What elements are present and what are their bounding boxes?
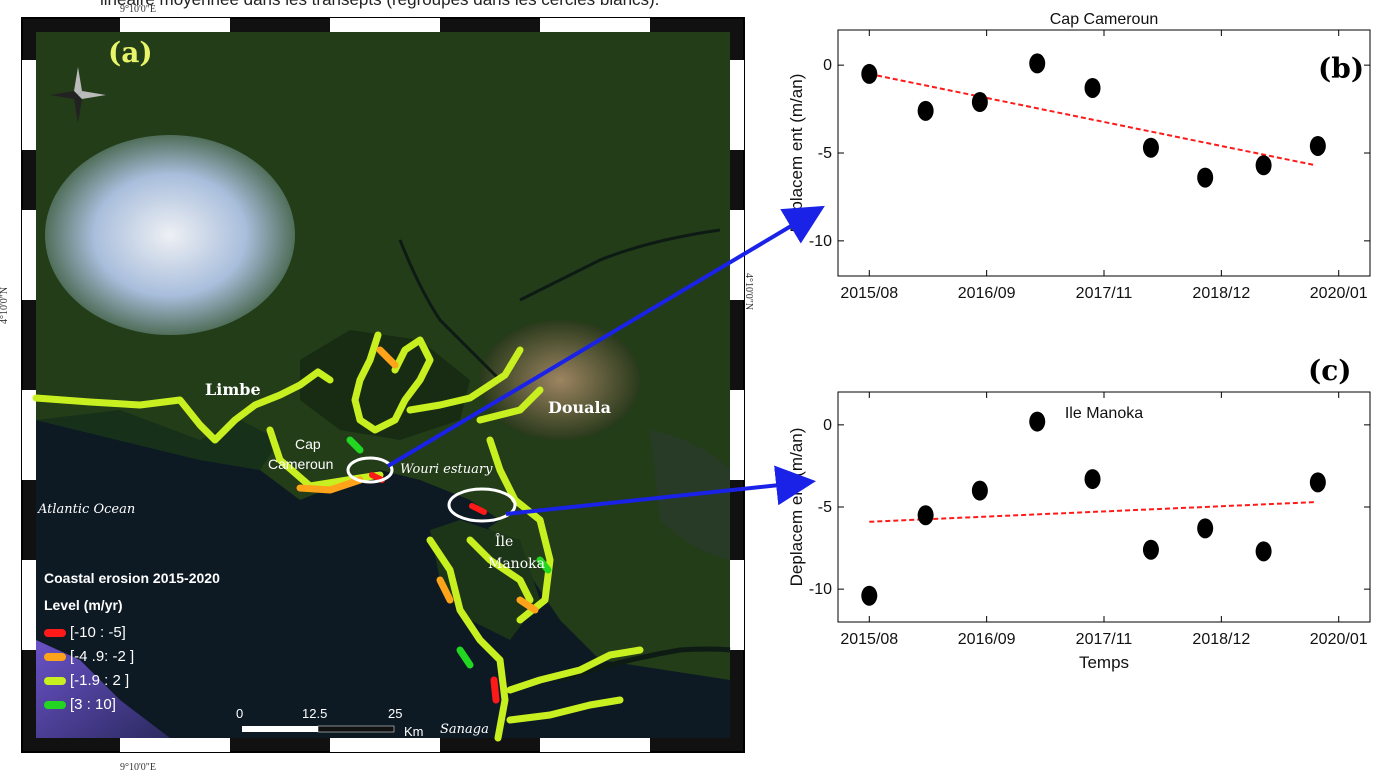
purple-haze: [36, 640, 170, 738]
place-cap: Cap: [295, 436, 321, 452]
mount-cameroon-clouds: [45, 135, 295, 335]
x-tick-label: 2016/09: [958, 631, 1016, 648]
data-point: [1255, 541, 1272, 562]
legend-label: [-1.9 : 2 ]: [70, 672, 130, 689]
panel-label-a: (a): [108, 36, 153, 69]
x-tick-label: 2020/01: [1310, 285, 1368, 302]
y-tick-label: 0: [823, 57, 832, 74]
legend-subtitle: Level (m/yr): [44, 597, 123, 613]
data-point: [1084, 77, 1101, 98]
y-tick-label: -10: [809, 233, 832, 250]
data-point: [1142, 539, 1159, 560]
scale-label-0: 0: [236, 706, 244, 721]
place-wouri-estuary: Wouri estuary: [400, 462, 493, 477]
data-point: [1255, 155, 1272, 176]
y-tick-label: -5: [818, 499, 832, 516]
data-point: [1142, 137, 1159, 158]
legend-label: [3 : 10]: [70, 696, 116, 713]
legend-item: [-10 : -5]: [44, 624, 126, 641]
douala-urban-area: [480, 320, 640, 440]
legend-item: [3 : 10]: [44, 696, 116, 713]
legend-label: [-10 : -5]: [70, 624, 126, 641]
data-point: [1309, 472, 1326, 493]
data-point: [1029, 53, 1046, 74]
place-manoka: Manoka: [488, 556, 545, 572]
legend-swatch: [44, 628, 66, 637]
legend-item: [-4 .9: -2 ]: [44, 648, 134, 665]
plot-frame: [837, 391, 1371, 623]
data-point: [971, 480, 988, 501]
scale-bar: [242, 726, 318, 732]
north-arrow-icon: [50, 67, 106, 123]
chart-ile-manoka: 0 -5 -10 2015/08 2016/09 2017/11 2018/12 2020/0…: [787, 354, 1371, 672]
scale-label-12-5: 12.5: [302, 706, 328, 721]
x-tick-label: 2015/08: [840, 631, 898, 648]
legend-item: [-1.9 : 2 ]: [44, 672, 129, 689]
x-tick-label: 2015/08: [840, 285, 898, 302]
x-axis-label: Temps: [1079, 653, 1129, 672]
scale-unit: Km: [404, 724, 424, 739]
y-tick-label: 0: [823, 417, 832, 434]
plot-frame: [837, 29, 1371, 277]
chart-title: Ile Manoka: [1065, 405, 1143, 422]
place-douala: Douala: [548, 398, 611, 417]
legend-title: Coastal erosion 2015-2020: [44, 570, 220, 586]
legend-swatch: [44, 652, 66, 661]
transect-circle-cap-cameroun: [346, 456, 394, 484]
data-point: [861, 585, 878, 606]
x-tick-label: 2017/11: [1076, 285, 1133, 302]
place-limbe: Limbe: [205, 380, 261, 399]
place-sanaga: Sanaga: [440, 722, 489, 737]
data-point: [1029, 411, 1046, 432]
data-point: [1309, 135, 1326, 156]
trend-line: [869, 72, 1316, 167]
coastline-erosion-lines: [32, 331, 644, 742]
data-point: [971, 92, 988, 113]
data-point: [917, 505, 934, 526]
y-axis-label: Deplacem ent (m/an): [787, 74, 806, 233]
figure-caption: linéaire moyennée dans les transepts (re…: [100, 0, 659, 10]
data-point: [1197, 167, 1214, 188]
x-tick-label: 2020/01: [1310, 631, 1368, 648]
coord-top: 9°10'0"E: [120, 4, 156, 15]
x-tick-label: 2016/09: [958, 285, 1016, 302]
place-cameroun: Cameroun: [268, 456, 334, 472]
place-atlantic-ocean: Atlantic Ocean: [38, 502, 136, 517]
trend-line: [869, 501, 1316, 523]
y-tick-label: -10: [809, 581, 832, 598]
data-point: [861, 63, 878, 84]
panel-label: (c): [1308, 354, 1352, 387]
coord-bottom: 9°10'0"E: [120, 762, 156, 773]
chart-title: Cap Cameroun: [1050, 11, 1159, 28]
x-tick-label: 2017/11: [1076, 631, 1133, 648]
y-tick-label: -5: [818, 145, 832, 162]
y-axis-label: Deplacem ent (m/an): [787, 428, 806, 587]
legend-label: [-4 .9: -2 ]: [70, 648, 135, 665]
legend-swatch: [44, 700, 66, 709]
chart-cap-cameroun: Cap Cameroun 0 -5 -10 2015/08 2016/09 2017/11 2…: [787, 11, 1371, 302]
water-area: [36, 420, 730, 738]
panel-label: (b): [1318, 52, 1364, 85]
scale-label-25: 25: [388, 706, 403, 721]
map-panel: 9°10'0"E 9°10'0"E 4°10'0"N 4°10'0"N: [0, 4, 754, 773]
place-ile: Île: [495, 534, 514, 550]
x-tick-label: 2018/12: [1192, 285, 1250, 302]
data-point: [1084, 469, 1101, 490]
legend-swatch: [44, 676, 66, 685]
x-tick-label: 2018/12: [1192, 631, 1250, 648]
data-point: [1197, 518, 1214, 539]
data-point: [917, 100, 934, 121]
